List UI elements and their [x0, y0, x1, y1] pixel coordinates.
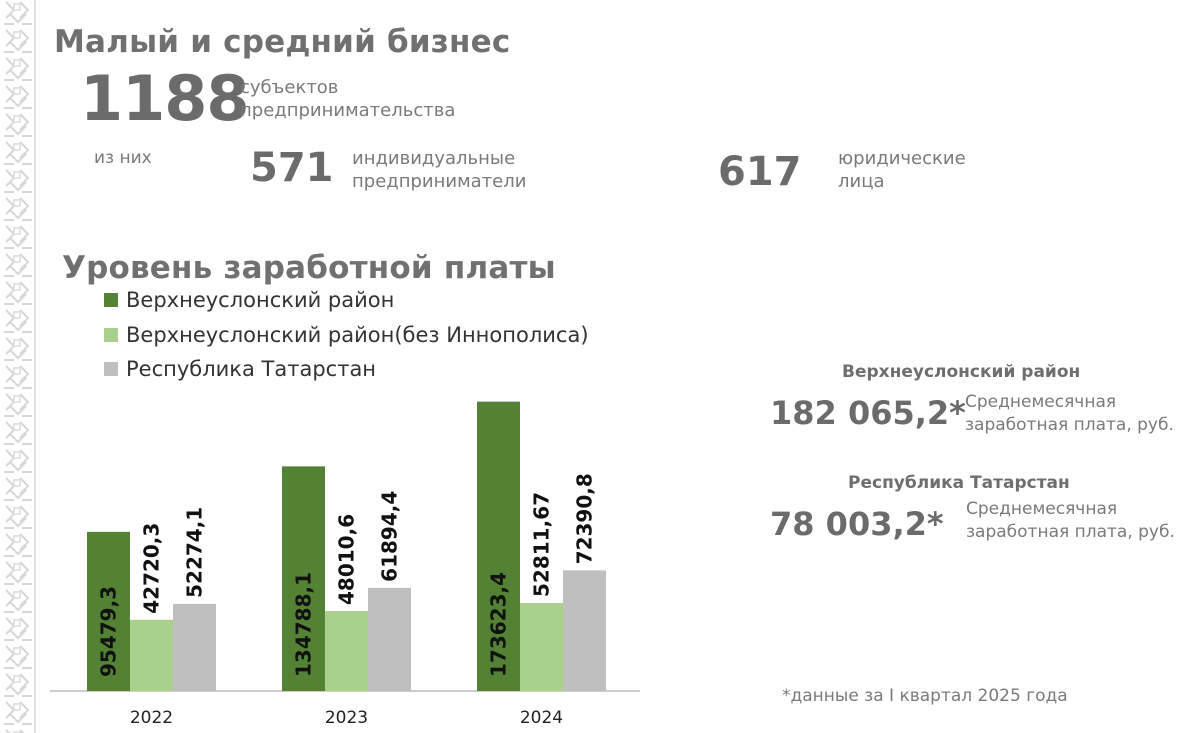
bar-2022-series-2 — [130, 619, 173, 691]
x-tick-label-2023: 2023 — [325, 708, 368, 728]
legend-label: Республика Татарстан — [126, 357, 377, 381]
bar-2024-series-1 — [477, 401, 520, 691]
total-entities-value: 1188 — [80, 62, 250, 135]
stat-tatarstan-value: 78 003,2* — [770, 505, 944, 543]
stat-tatarstan-desc: Среднемесячная заработная плата, руб. — [966, 499, 1175, 542]
bar-2022-series-3 — [173, 603, 216, 691]
ip-value: 571 — [250, 145, 334, 191]
ornament-border — [0, 0, 36, 733]
legend-swatch — [104, 293, 118, 307]
legend-swatch — [104, 362, 118, 376]
x-tick-label-2022: 2022 — [130, 708, 173, 728]
salary-bar-chart: 95479,3 42720,3 52274,1 2022 134788,1 48010,6… — [50, 401, 640, 728]
data-label-2023-series-2: 48010,6 — [335, 514, 359, 605]
data-label-2023-series-3: 61894,4 — [378, 491, 402, 582]
business-title: Малый и средний бизнес — [54, 24, 511, 60]
data-label-2022-series-3: 52274,1 — [183, 507, 207, 598]
legend-swatch — [104, 328, 118, 342]
legend-item-district: Верхнеуслонский район — [104, 285, 394, 315]
data-label-2024-series-3: 72390,8 — [573, 473, 597, 564]
salary-title: Уровень заработной платы — [62, 250, 556, 286]
data-label-2022-series-2: 42720,3 — [140, 523, 164, 614]
bar-2024-series-2 — [520, 602, 563, 691]
legend-item-tatarstan: Республика Татарстан — [104, 354, 376, 384]
bar-2023-series-2 — [325, 610, 368, 691]
data-label-2023-series-1: 134788,1 — [292, 572, 316, 677]
legend-label: Верхнеуслонский район — [126, 288, 395, 312]
bar-2023-series-3 — [368, 587, 411, 691]
legal-desc: юридические лица — [838, 148, 966, 192]
bar-2022-series-1 — [87, 531, 130, 691]
legal-value: 617 — [718, 149, 802, 195]
bar-2023-series-1 — [282, 466, 325, 691]
data-label-2024-series-1: 173623,4 — [487, 572, 511, 677]
bar-2024-series-3 — [563, 570, 606, 691]
stat-district-desc: Среднемесячная заработная плата, руб. — [965, 392, 1174, 435]
x-tick-label-2024: 2024 — [520, 708, 563, 728]
ip-desc: индивидуальные предприниматели — [352, 148, 527, 192]
stat-tatarstan-heading: Республика Татарстан — [848, 473, 1070, 493]
of-them-label: из них — [94, 148, 152, 168]
data-label-2024-series-2: 52811,67 — [530, 492, 554, 597]
footnote: *данные за I квартал 2025 года — [782, 686, 1068, 706]
data-label-2022-series-1: 95479,3 — [97, 586, 121, 677]
total-entities-desc: субъектов предпринимательства — [240, 77, 456, 121]
legend-item-district-no-innopolis: Верхнеуслонский район(без Иннополиса) — [104, 320, 589, 350]
stat-district-heading: Верхнеуслонский район — [842, 362, 1081, 382]
legend-label: Верхнеуслонский район(без Иннополиса) — [126, 323, 589, 347]
stat-district-value: 182 065,2* — [770, 394, 966, 432]
